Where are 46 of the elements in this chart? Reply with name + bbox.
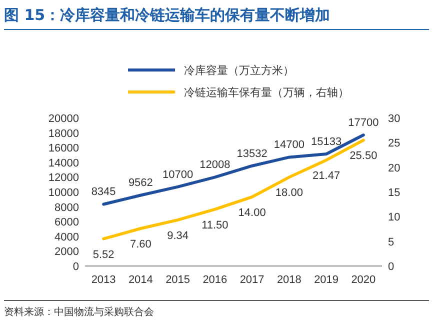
data-label: 25.50	[350, 150, 378, 162]
text: 资料来源：中国物流与采购联合会	[4, 306, 155, 319]
y-tick-label: 4000	[54, 231, 79, 244]
x-tick-label: 2015	[166, 274, 190, 286]
y2-tick-label: 20	[388, 162, 400, 174]
data-label: 21.47	[312, 170, 340, 182]
data-label: 14.00	[238, 206, 266, 219]
y-tick-label: 12000	[48, 172, 79, 184]
y-tick-label: 8000	[54, 202, 79, 214]
data-label: 12008	[200, 159, 230, 172]
y-tick-label: 0	[72, 261, 79, 273]
y2-tick-label: 30	[388, 113, 400, 125]
y-tick-label: 16000	[48, 142, 79, 155]
data-label: 7.60	[130, 238, 152, 251]
y2-tick-label: 10	[388, 212, 400, 224]
legend-label: 冷链运输车保有量（万辆，右轴）	[184, 86, 349, 99]
x-tick-label: 2013	[91, 274, 116, 286]
x-tick-label: 2014	[128, 274, 153, 286]
data-label: 10700	[162, 168, 194, 181]
x-tick-label: 2016	[202, 274, 228, 286]
y2-tick-label: 0	[388, 261, 394, 273]
x-tick-label: 2017	[240, 274, 264, 286]
data-label: 15133	[311, 136, 342, 148]
y-tick-label: 14000	[48, 157, 79, 170]
data-label: 9562	[128, 177, 153, 190]
data-label: 8345	[91, 186, 116, 198]
data-label: 5.52	[92, 248, 114, 261]
data-label: 18.00	[275, 187, 303, 200]
y-tick-label: 6000	[54, 216, 79, 229]
chart-title: 图 15：冷库容量和冷链运输车的保有量不断增加	[4, 6, 429, 30]
y-tick-label: 20000	[48, 113, 79, 125]
data-label: 9.34	[167, 230, 189, 242]
data-label: 11.50	[202, 219, 228, 232]
y2-tick-label: 25	[388, 138, 400, 150]
data-label: 14700	[274, 139, 304, 152]
x-tick-label: 2019	[314, 274, 339, 286]
data-label: 17700	[348, 117, 379, 130]
y2-tick-label: 5	[388, 236, 394, 248]
legend-label: 冷库容量（万立方米）	[184, 64, 294, 77]
y-tick-label: 10000	[48, 187, 79, 199]
y2-tick-label: 15	[388, 187, 400, 199]
data-label: 13532	[236, 148, 268, 160]
x-tick-label: 2018	[276, 274, 302, 286]
x-tick-label: 2020	[351, 274, 376, 286]
y-tick-label: 2000	[54, 246, 79, 258]
y-tick-label: 18000	[48, 128, 79, 140]
